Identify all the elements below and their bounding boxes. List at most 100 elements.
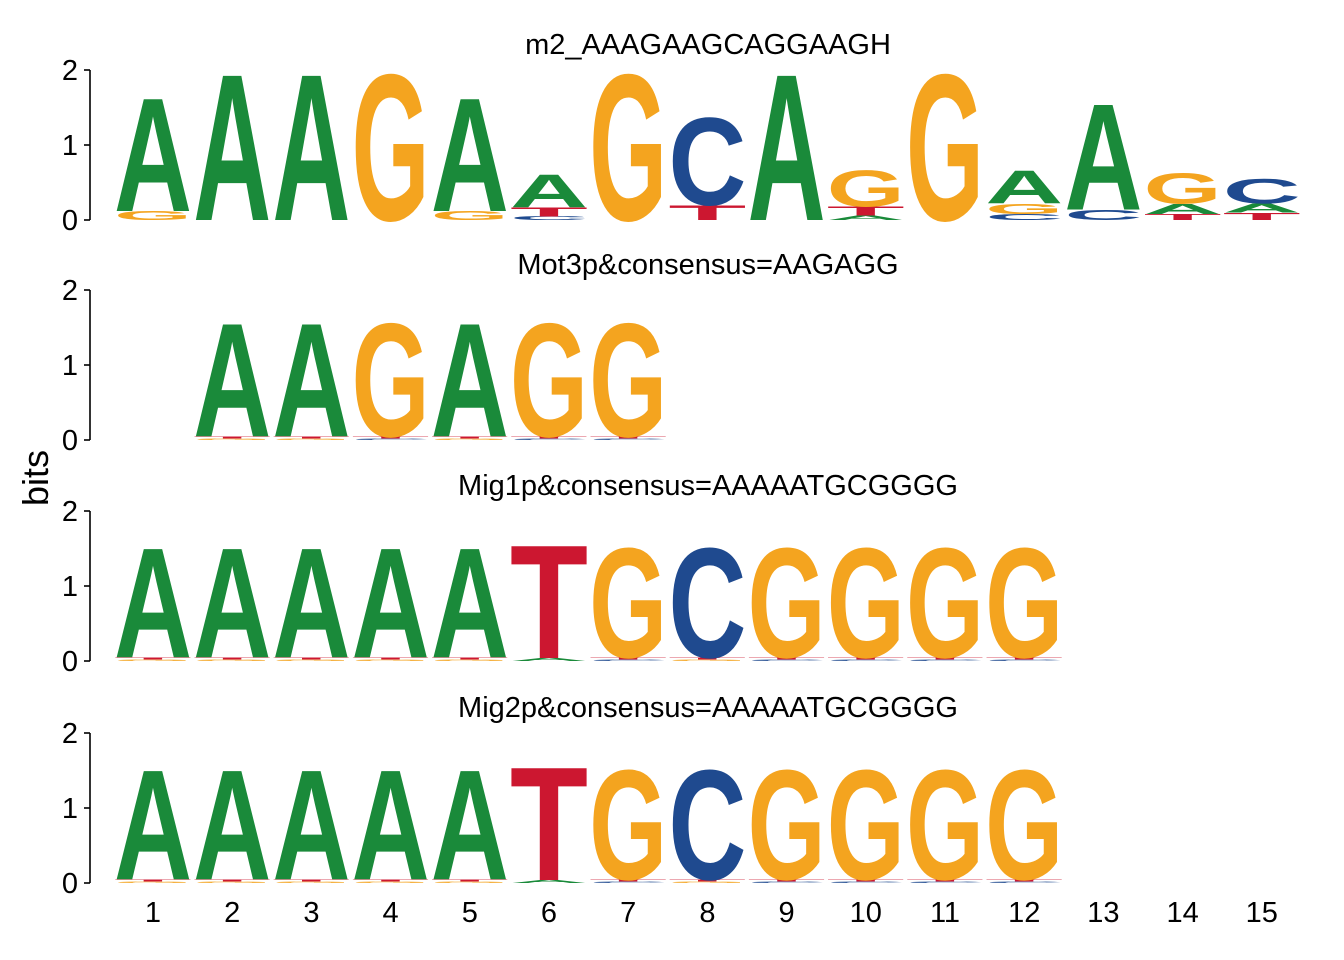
logo-letter-T: T <box>985 657 1063 661</box>
logo-letter-T: T <box>431 879 509 883</box>
y-tick-label: 0 <box>62 205 78 237</box>
logo-letter-A: A <box>510 165 588 218</box>
logo-letter-C: C <box>827 881 905 883</box>
logo-letter-G: G <box>1144 164 1222 213</box>
y-tick-label: 2 <box>62 55 78 87</box>
logo-letter-G: G <box>114 209 192 223</box>
logo-letter-G: G <box>114 659 192 661</box>
x-tick-label: 7 <box>620 897 636 929</box>
y-tick-label: 1 <box>62 130 78 162</box>
logo-letter-G: G <box>431 209 509 223</box>
y-tick-label: 2 <box>62 718 78 750</box>
logo-letter-T: T <box>510 205 588 219</box>
logo-letter-C: C <box>668 737 746 913</box>
logo-letter-C: C <box>985 659 1063 661</box>
logo-letter-T: T <box>272 436 350 440</box>
logo-letter-T: T <box>906 879 984 883</box>
logo-letter-G: G <box>114 881 192 883</box>
y-tick-label: 0 <box>62 868 78 900</box>
logo-letter-G: G <box>589 737 667 912</box>
logo-letter-A: A <box>1223 201 1301 215</box>
logo-letter-C: C <box>1223 172 1301 212</box>
x-tick-label: 2 <box>224 897 240 929</box>
logo-letter-C: C <box>589 659 667 661</box>
logo-letter-A: A <box>352 515 430 691</box>
panel-title: m2_AAAGAAGCAGGAAGH <box>525 29 891 61</box>
logo-letter-G: G <box>431 659 509 661</box>
logo-letter-A: A <box>272 31 350 265</box>
logo-letter-G: G <box>748 515 826 690</box>
logo-letter-A: A <box>193 290 271 471</box>
logo-letter-T: T <box>193 657 271 661</box>
logo-letter-A: A <box>193 515 271 691</box>
logo-letter-T: T <box>589 436 667 440</box>
logo-letter-A: A <box>510 657 588 662</box>
logo-letter-G: G <box>510 289 588 471</box>
logo-letter-T: T <box>668 657 746 661</box>
logo-letter-C: C <box>668 91 746 232</box>
logo-letter-G: G <box>827 737 905 912</box>
logo-letter-A: A <box>272 515 350 691</box>
logo-letter-C: C <box>748 881 826 883</box>
logo-letter-G: G <box>985 737 1063 912</box>
y-tick-label: 0 <box>62 425 78 457</box>
logo-letter-T: T <box>589 879 667 883</box>
logo-letter-A: A <box>193 737 271 913</box>
x-tick-label: 15 <box>1246 897 1278 929</box>
logo-letter-T: T <box>1223 211 1301 223</box>
y-tick-label: 1 <box>62 571 78 603</box>
y-tick-label: 1 <box>62 793 78 825</box>
logo-letter-A: A <box>431 290 509 471</box>
logo-letter-G: G <box>906 30 984 265</box>
logo-letter-G: G <box>352 289 430 471</box>
logo-letter-C: C <box>906 881 984 883</box>
logo-letter-T: T <box>114 879 192 883</box>
x-tick-label: 14 <box>1166 897 1198 929</box>
logo-letter-G: G <box>827 159 905 217</box>
logo-letter-G: G <box>193 881 271 883</box>
logo-letter-A: A <box>1064 72 1142 241</box>
logo-letter-T: T <box>985 879 1063 883</box>
y-tick-label: 2 <box>62 275 78 307</box>
logo-letter-C: C <box>589 438 667 440</box>
logo-letter-C: C <box>827 659 905 661</box>
y-axis-title: bits <box>15 450 56 506</box>
logo-letter-A: A <box>114 737 192 913</box>
logo-letter-G: G <box>589 30 667 265</box>
logo-letter-C: C <box>906 659 984 661</box>
logo-letter-G: G <box>985 201 1063 217</box>
logo-letter-T: T <box>431 436 509 440</box>
logo-letter-G: G <box>193 438 271 440</box>
logo-letter-G: G <box>589 289 667 471</box>
logo-letter-T: T <box>510 436 588 440</box>
logo-letter-G: G <box>431 881 509 883</box>
logo-letter-G: G <box>352 881 430 883</box>
logo-letter-T: T <box>1144 212 1222 221</box>
logo-letter-T: T <box>668 879 746 883</box>
logo-letter-G: G <box>431 438 509 440</box>
logo-letter-A: A <box>431 737 509 913</box>
logo-letter-G: G <box>668 881 746 883</box>
x-tick-label: 12 <box>1008 897 1040 929</box>
logo-letter-A: A <box>272 290 350 471</box>
logo-letter-A: A <box>272 737 350 913</box>
x-tick-label: 8 <box>699 897 715 929</box>
logo-letter-C: C <box>510 215 588 221</box>
logo-letter-T: T <box>352 436 430 440</box>
y-tick-label: 0 <box>62 646 78 678</box>
logo-letter-A: A <box>193 31 271 265</box>
logo-letter-G: G <box>193 659 271 661</box>
logo-letter-G: G <box>272 659 350 661</box>
x-tick-label: 5 <box>462 897 478 929</box>
x-tick-label: 11 <box>930 897 960 929</box>
logo-letter-G: G <box>906 515 984 690</box>
logo-letter-C: C <box>1064 207 1142 223</box>
x-tick-label: 4 <box>383 897 399 929</box>
logo-letter-C: C <box>985 881 1063 883</box>
logo-letter-A: A <box>114 65 192 246</box>
logo-letter-T: T <box>352 879 430 883</box>
x-tick-label: 6 <box>541 897 557 929</box>
logo-letter-C: C <box>668 515 746 691</box>
logo-letter-G: G <box>352 659 430 661</box>
logo-letter-C: C <box>352 438 430 440</box>
